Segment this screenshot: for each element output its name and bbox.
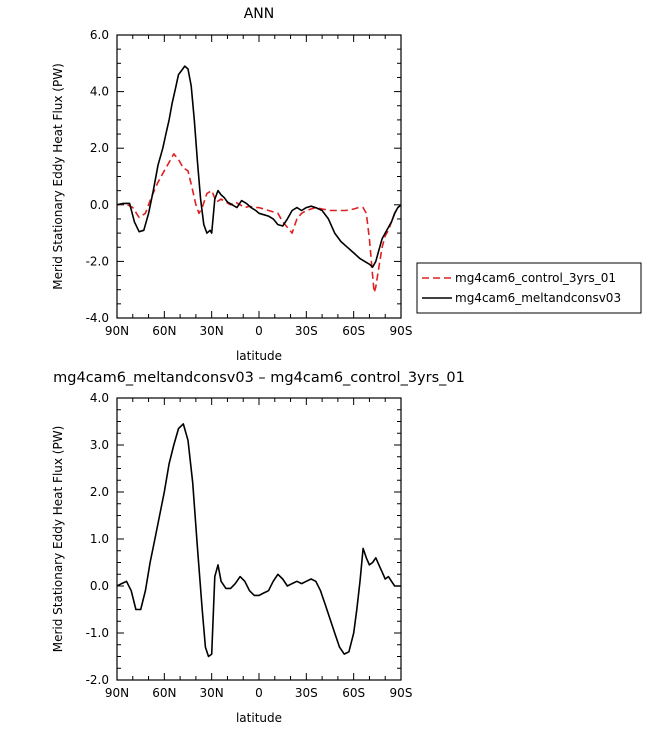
x-tick-label: 30S <box>295 686 318 700</box>
x-tick-label: 90N <box>105 686 129 700</box>
y-tick-label: -4.0 <box>86 311 109 325</box>
x-tick-label: 90S <box>390 686 413 700</box>
y-tick-label: -1.0 <box>86 626 109 640</box>
chart-top: ANN 90N 60N 30N 0 30S 60S 90S -4.0 -2.0 0.0 2.0 4.0 6… <box>51 6 412 363</box>
x-tick-label: 60S <box>342 686 365 700</box>
x-tick-label: 30S <box>295 324 318 338</box>
y-tick-label: 2.0 <box>90 485 109 499</box>
y-tick-label: 0.0 <box>90 198 109 212</box>
y-tick-label: 3.0 <box>90 438 109 452</box>
chart-title: mg4cam6_meltandconsv03 – mg4cam6_control… <box>53 370 465 386</box>
chart-title: ANN <box>244 6 275 22</box>
x-tick-label: 0 <box>255 324 263 338</box>
y-axis-label: Merid Stationary Eddy Heat Flux (PW) <box>51 63 65 290</box>
x-axis-label: latitude <box>236 711 282 725</box>
series-line-difference <box>116 423 401 658</box>
x-tick-label: 90N <box>105 324 129 338</box>
legend-label: mg4cam6_control_3yrs_01 <box>455 271 616 285</box>
plot-frame <box>116 397 402 681</box>
x-tick-label: 30N <box>200 324 224 338</box>
plot-frame <box>116 34 402 319</box>
legend-box <box>416 262 642 314</box>
series-line-meltandconsv <box>116 65 402 268</box>
series-line-control <box>116 153 402 294</box>
y-tick-label: 4.0 <box>90 85 109 99</box>
x-tick-label: 90S <box>390 324 413 338</box>
y-tick-label: 2.0 <box>90 141 109 155</box>
y-tick-label: 1.0 <box>90 532 109 546</box>
y-tick-label: 6.0 <box>90 28 109 42</box>
y-tick-label: -2.0 <box>86 673 109 687</box>
x-axis-label: latitude <box>236 349 282 363</box>
x-tick-label: 60S <box>342 324 365 338</box>
chart-bottom: mg4cam6_meltandconsv03 – mg4cam6_control… <box>51 370 465 725</box>
y-tick-label: 4.0 <box>90 391 109 405</box>
legend-label: mg4cam6_meltandconsv03 <box>455 291 621 305</box>
x-tick-label: 30N <box>200 686 224 700</box>
y-tick-label: 0.0 <box>90 579 109 593</box>
y-axis-label: Merid Stationary Eddy Heat Flux (PW) <box>51 426 65 653</box>
legend: mg4cam6_control_3yrs_01 mg4cam6_meltandco… <box>416 262 642 314</box>
x-tick-label: 0 <box>255 686 263 700</box>
x-tick-label: 60N <box>152 686 176 700</box>
y-tick-label: -2.0 <box>86 254 109 268</box>
x-tick-label: 60N <box>152 324 176 338</box>
